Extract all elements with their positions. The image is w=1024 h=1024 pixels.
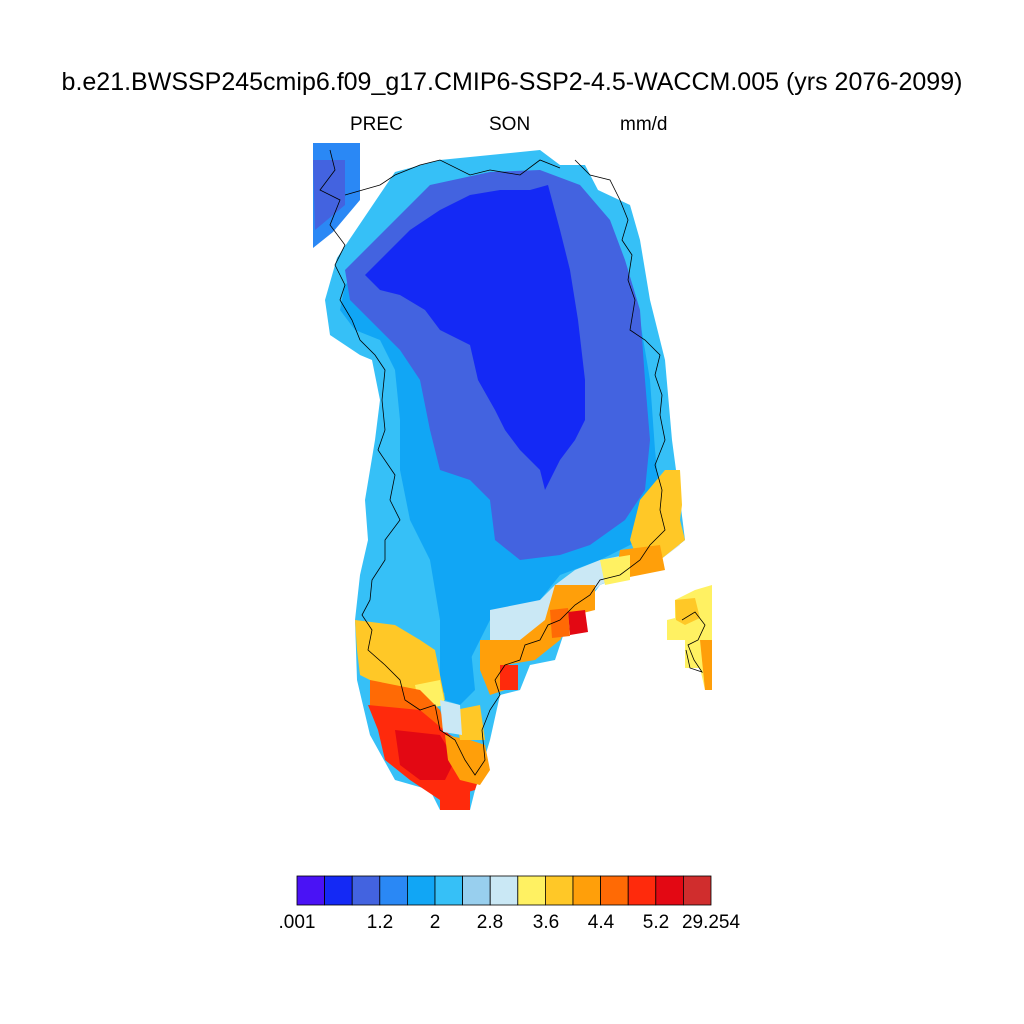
colorbar-label: 1.2 [366,912,394,933]
season-label: SON [489,114,531,135]
region-east-yellow [600,555,630,585]
region-se-orange [630,470,685,565]
colorbar-swatch [600,875,629,906]
region-south-tip [440,780,470,810]
units-label: mm/d [620,114,668,135]
region-south-darkred [395,730,455,780]
region-south-pale2 [440,700,462,735]
region-se-red [568,610,588,635]
region-core-blue [365,185,585,490]
colorbar-swatch [517,875,546,906]
colorbar-label: .001 [278,912,316,933]
variable-label: PREC [350,114,403,135]
colorbar-swatch [434,875,464,906]
region-se-coast-warm [490,585,595,665]
colorbar-label: 4.4 [587,912,615,933]
colorbar-swatch [406,875,436,906]
region-east-patch-orange2 [700,640,712,690]
colorbar [296,875,712,906]
region-east-patch-orange [675,598,700,625]
precip-field [313,143,712,810]
region-south-inner-orange [445,735,490,785]
colorbar-swatch [655,875,684,906]
colorbar-swatch [462,875,491,906]
colorbar-swatch [545,875,574,906]
colorbar-label: 2.8 [476,912,504,933]
colorbar-swatch [379,875,408,906]
coastline [319,149,706,776]
colorbar-swatch [296,875,326,906]
colorbar-label: 2 [429,912,441,933]
colorbar-swatch [683,875,712,906]
colorbar-label: 3.6 [532,912,560,933]
colorbar-swatch [572,875,602,906]
colorbar-swatch [489,875,519,906]
plot-title: b.e21.BWSSP245cmip6.f09_g17.CMIP6-SSP2-4… [61,68,963,96]
colorbar-swatch [627,875,657,906]
region-south-yellow3 [455,705,485,740]
north-coastline [344,159,561,196]
region-south-sky [440,640,475,705]
east-island-coast [681,611,706,673]
region-nw-blue [313,160,345,230]
colorbar-swatch [351,875,381,906]
colorbar-label: 5.2 [642,912,670,933]
region-se-coast2-red [500,665,518,690]
west-coastline [319,149,666,776]
colorbar-swatch [324,875,353,906]
colorbar-label: 29.254 [681,912,741,933]
